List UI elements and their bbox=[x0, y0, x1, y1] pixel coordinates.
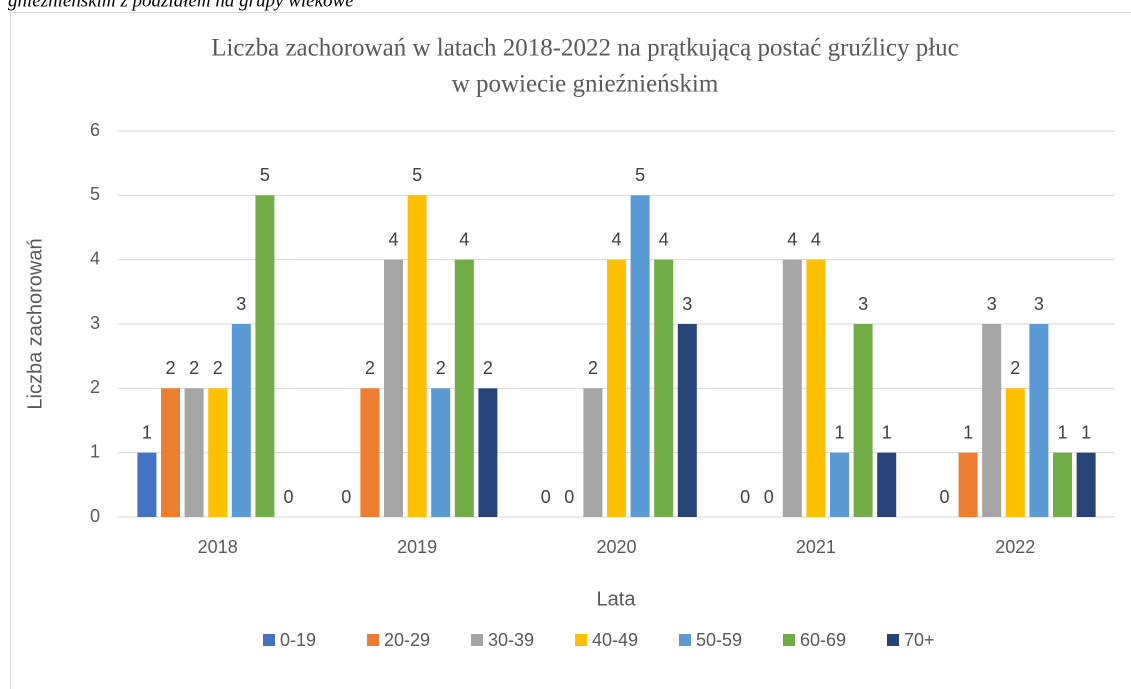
value-label: 1 bbox=[142, 422, 152, 442]
value-label: 2 bbox=[165, 358, 175, 378]
bar bbox=[677, 324, 697, 517]
y-tick-label: 3 bbox=[90, 313, 100, 333]
bar bbox=[231, 324, 251, 517]
chart-title: w powiecie gnieźnieńskim bbox=[452, 71, 719, 98]
bar bbox=[1053, 452, 1072, 517]
value-label: 1 bbox=[882, 422, 892, 442]
bar bbox=[982, 324, 1002, 517]
bar bbox=[384, 259, 403, 517]
legend-label: 50-59 bbox=[696, 630, 742, 650]
value-label: 4 bbox=[388, 229, 398, 249]
value-label: 0 bbox=[939, 487, 949, 507]
bar bbox=[806, 259, 826, 517]
bar bbox=[255, 195, 275, 518]
value-label: 5 bbox=[260, 165, 270, 185]
value-label: 2 bbox=[213, 358, 223, 378]
x-tick-label: 2019 bbox=[397, 537, 437, 557]
bar bbox=[630, 195, 650, 518]
bar bbox=[161, 388, 180, 517]
value-label: 0 bbox=[541, 487, 551, 507]
y-tick-label: 4 bbox=[90, 248, 100, 268]
value-label: 0 bbox=[564, 487, 574, 507]
value-label: 3 bbox=[1034, 294, 1044, 314]
value-label: 3 bbox=[682, 294, 692, 314]
bar bbox=[407, 195, 427, 518]
legend-swatch bbox=[679, 634, 691, 646]
legend-label: 60-69 bbox=[800, 630, 846, 650]
bar bbox=[431, 388, 451, 517]
bar bbox=[208, 388, 228, 517]
bar bbox=[1005, 388, 1025, 517]
value-label: 5 bbox=[412, 165, 422, 185]
legend-swatch bbox=[471, 634, 483, 646]
y-tick-label: 2 bbox=[90, 377, 100, 397]
value-label: 3 bbox=[858, 294, 868, 314]
y-axis-label: Liczba zachorowań bbox=[24, 238, 46, 409]
value-label: 1 bbox=[834, 422, 844, 442]
value-label: 0 bbox=[764, 487, 774, 507]
value-label: 2 bbox=[365, 358, 375, 378]
chart-border bbox=[10, 12, 1131, 689]
y-tick-label: 6 bbox=[90, 120, 100, 140]
legend-label: 40-49 bbox=[592, 630, 638, 650]
bar bbox=[958, 452, 978, 517]
value-label: 4 bbox=[787, 229, 797, 249]
legend-label: 0-19 bbox=[280, 630, 316, 650]
x-tick-label: 2018 bbox=[198, 537, 238, 557]
bar bbox=[877, 452, 897, 517]
y-tick-label: 0 bbox=[90, 506, 100, 526]
legend-swatch bbox=[887, 634, 899, 646]
bar bbox=[830, 452, 849, 517]
caption: gnieźnieńskim z podziałem na grupy wieko… bbox=[8, 0, 354, 11]
value-label: 3 bbox=[987, 294, 997, 314]
value-label: 4 bbox=[811, 229, 821, 249]
y-tick-label: 1 bbox=[90, 441, 100, 461]
value-label: 4 bbox=[611, 229, 621, 249]
legend-label: 20-29 bbox=[384, 630, 430, 650]
x-tick-label: 2020 bbox=[596, 537, 636, 557]
value-label: 0 bbox=[341, 487, 351, 507]
bar bbox=[782, 259, 802, 517]
bar bbox=[583, 388, 603, 517]
legend-label: 30-39 bbox=[488, 630, 534, 650]
legend-swatch bbox=[575, 634, 587, 646]
legend-swatch bbox=[367, 634, 379, 646]
bar bbox=[454, 259, 474, 517]
bar bbox=[853, 324, 873, 517]
value-label: 5 bbox=[635, 165, 645, 185]
x-tick-label: 2021 bbox=[796, 537, 836, 557]
value-label: 0 bbox=[740, 487, 750, 507]
value-label: 3 bbox=[236, 294, 246, 314]
value-label: 2 bbox=[588, 358, 598, 378]
bar bbox=[607, 259, 626, 517]
bar bbox=[478, 388, 498, 517]
bar bbox=[1029, 324, 1049, 517]
value-label: 1 bbox=[1081, 422, 1091, 442]
x-tick-label: 2022 bbox=[995, 537, 1035, 557]
value-label: 4 bbox=[459, 229, 469, 249]
value-label: 2 bbox=[189, 358, 199, 378]
legend-swatch bbox=[263, 634, 275, 646]
y-tick-label: 5 bbox=[90, 184, 100, 204]
legend-label: 70+ bbox=[904, 630, 935, 650]
value-label: 2 bbox=[483, 358, 493, 378]
value-label: 1 bbox=[963, 422, 973, 442]
value-label: 1 bbox=[1057, 422, 1067, 442]
value-label: 4 bbox=[659, 229, 669, 249]
bar bbox=[137, 452, 157, 517]
bar bbox=[654, 259, 674, 517]
x-axis-label: Lata bbox=[597, 588, 637, 610]
value-label: 2 bbox=[436, 358, 446, 378]
bar bbox=[360, 388, 380, 517]
bar bbox=[184, 388, 204, 517]
chart-title: Liczba zachorowań w latach 2018-2022 na … bbox=[211, 35, 959, 62]
legend-swatch bbox=[783, 634, 795, 646]
bar bbox=[1076, 452, 1096, 517]
value-label: 0 bbox=[283, 487, 293, 507]
value-label: 2 bbox=[1010, 358, 1020, 378]
